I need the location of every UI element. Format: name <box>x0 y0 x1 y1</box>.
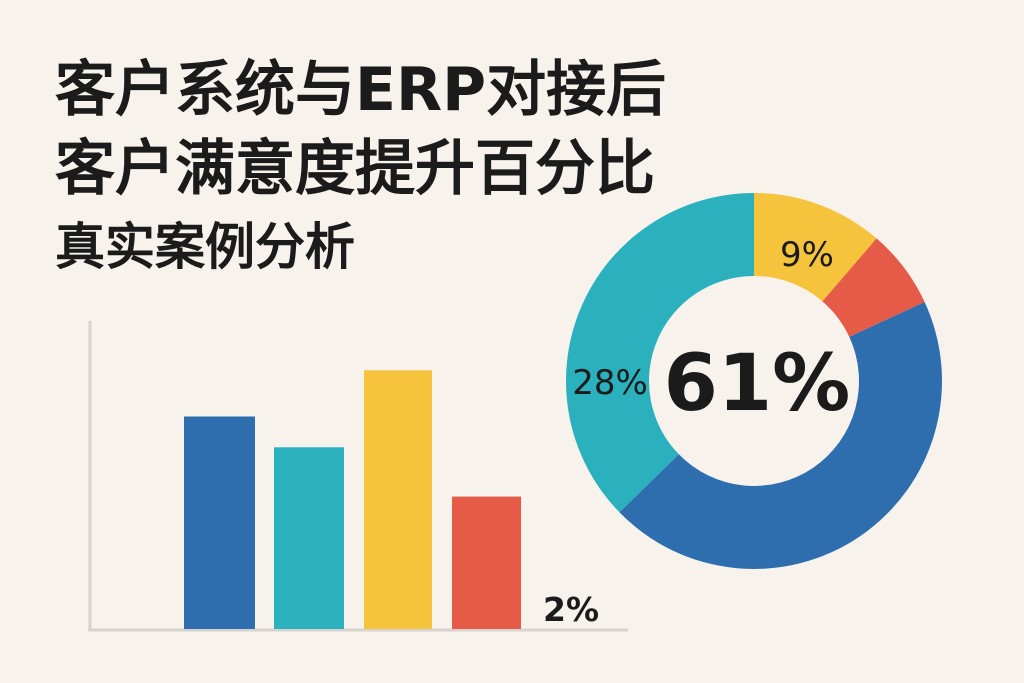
bar-chart: 2% <box>88 321 628 632</box>
donut-label-teal: 28% <box>572 363 648 403</box>
title-line-2: 客户满意度提升百分比 <box>55 134 655 204</box>
donut-slice-3 <box>565 193 754 513</box>
donut-chart: 9% 28% 61% <box>565 193 942 569</box>
bar-d <box>452 496 521 629</box>
bar-c <box>364 370 432 629</box>
donut-center-label: 61% <box>664 339 851 429</box>
donut-slice-0 <box>754 193 877 302</box>
bar-annotation-label: 2% <box>543 590 599 629</box>
donut-slice-2 <box>619 302 942 569</box>
subtitle: 真实案例分析 <box>55 218 355 276</box>
donut-slice-1 <box>822 238 925 337</box>
donut-label-yellow: 9% <box>780 235 834 275</box>
bar-a <box>184 416 255 629</box>
bar-b <box>274 447 344 629</box>
title-line-1: 客户系统与ERP对接后 <box>55 55 667 125</box>
